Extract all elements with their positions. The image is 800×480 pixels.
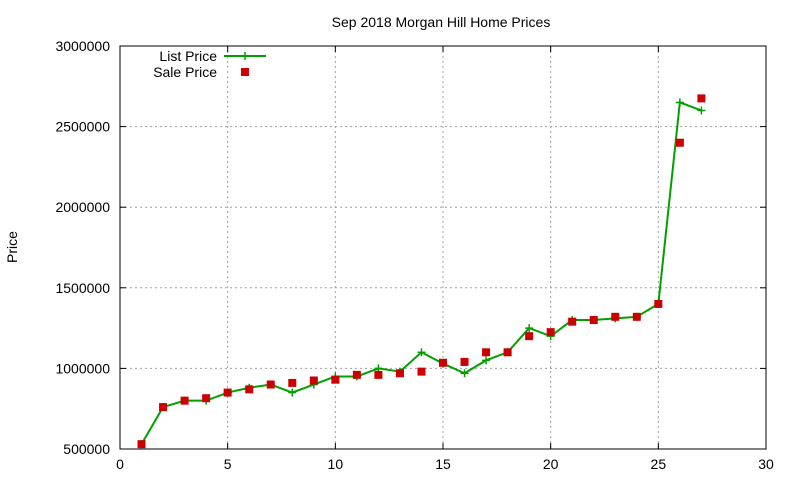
x-tick-label: 10 <box>328 456 344 472</box>
sale-price-point <box>180 396 189 405</box>
list-price-point <box>482 356 491 365</box>
sale-price-point <box>417 367 426 376</box>
sale-price-point <box>395 369 404 378</box>
sale-price-point <box>288 378 297 387</box>
sale-price-point <box>223 388 232 397</box>
sale-price-point <box>503 348 512 357</box>
sale-price-point <box>439 358 447 367</box>
chart-title: Sep 2018 Morgan Hill Home Prices <box>332 14 551 30</box>
y-tick-label: 1500000 <box>55 280 110 296</box>
sale-price-point <box>482 348 491 357</box>
sale-price-point <box>589 316 598 325</box>
list-price-point <box>288 388 297 397</box>
sale-price-point <box>331 375 340 384</box>
y-tick-label: 3000000 <box>55 38 110 54</box>
sale-price-point <box>654 299 663 308</box>
list-price-point <box>697 106 706 115</box>
y-tick-label: 1000000 <box>55 360 110 376</box>
x-tick-label: 30 <box>758 456 774 472</box>
y-tick-label: 2000000 <box>55 199 110 215</box>
x-tick-label: 0 <box>116 456 124 472</box>
y-tick-label: 500000 <box>63 441 110 457</box>
list-price-point <box>675 98 684 107</box>
sale-price-point <box>266 380 275 389</box>
sale-price-point <box>374 370 383 379</box>
list-price-point <box>417 348 426 357</box>
sale-price-point <box>546 328 555 337</box>
sale-price-point <box>309 376 318 385</box>
x-tick-label: 25 <box>651 456 667 472</box>
sale-price-point <box>675 138 684 147</box>
sale-price-point <box>611 312 620 321</box>
y-tick-label: 2500000 <box>55 119 110 135</box>
sale-price-point <box>460 357 469 366</box>
sale-price-point <box>568 317 577 326</box>
sale-price-point <box>159 403 168 412</box>
sale-price-point <box>137 440 146 449</box>
legend-marker-list-price <box>241 52 249 60</box>
x-tick-label: 20 <box>543 456 559 472</box>
legend: List Price Sale Price <box>153 48 266 80</box>
sale-price-point <box>697 94 706 103</box>
x-tick-label: 15 <box>435 456 451 472</box>
sale-price-point <box>245 385 254 394</box>
sale-price-point <box>202 394 211 403</box>
list-price-point <box>525 324 534 333</box>
axes: 0 5 10 15 20 25 30 500000 1000000 1500000 2000000 2… <box>55 38 774 472</box>
x-tick-label: 5 <box>224 456 232 472</box>
legend-marker-sale-price <box>241 68 249 76</box>
y-axis-label: Price <box>4 231 20 263</box>
legend-label-list-price: List Price <box>159 48 217 64</box>
sale-price-point <box>632 312 641 321</box>
series-layer <box>137 94 706 449</box>
sale-price-point <box>525 332 534 341</box>
list-price-point <box>460 369 469 378</box>
legend-label-sale-price: Sale Price <box>153 64 217 80</box>
sale-price-point <box>352 370 361 379</box>
